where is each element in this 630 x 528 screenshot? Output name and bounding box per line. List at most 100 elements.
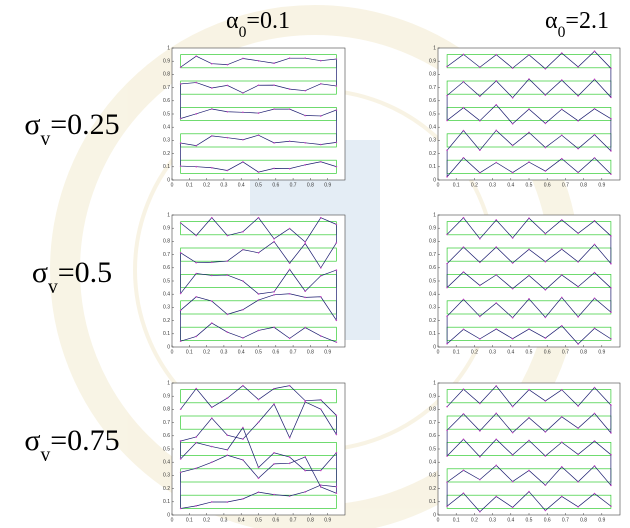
trajectory-point [610,338,612,340]
trajectory-point [528,108,530,110]
trajectory-point [594,50,596,52]
y-tick-label: 0.9 [163,394,170,400]
trajectory-point [495,328,497,330]
x-tick-label: 0.3 [489,182,496,188]
trajectory-point [495,130,497,132]
x-tick-label: 0.3 [489,349,496,355]
x-tick-label: 0.1 [453,182,460,188]
trajectory-point [512,237,514,239]
trajectory-point [227,397,229,399]
trajectory-point [304,327,306,329]
trajectory-point [446,66,448,68]
trajectory-point [320,83,322,85]
trajectory-point [495,465,497,467]
y-tick-label: 0.7 [163,252,170,258]
trajectory-point [242,438,244,440]
symbol: σ [32,256,48,289]
subscript: 0 [558,24,566,41]
trajectory-point [545,147,547,149]
trajectory-point [211,63,213,65]
y-tick-label: 0.1 [163,499,170,505]
trajectory-point [463,246,465,248]
trajectory-point [195,166,197,168]
trajectory-point [463,492,465,494]
trajectory-point [289,140,291,142]
y-tick-label: 0 [433,512,436,518]
trajectory-point [594,272,596,274]
trajectory-point [446,234,448,236]
trajectory-point [528,78,530,80]
trajectory-point [180,222,182,224]
trajectory-point [561,158,563,160]
trajectory-point [577,427,579,429]
trajectory-point [577,232,579,234]
trajectory-point [211,275,213,277]
trajectory-point [289,338,291,340]
trajectory-point [211,261,213,263]
trajectory-point [211,217,213,219]
trajectory-point [336,85,338,87]
trajectory-point [594,108,596,110]
y-tick-label: 0.8 [429,239,436,245]
trajectory-point [273,388,275,390]
trajectory-point [320,115,322,117]
trajectory-point [289,385,291,387]
x-tick-label: 0.4 [507,349,514,355]
trajectory-point [479,338,481,340]
trajectory-point [227,111,229,113]
trajectory-point [258,134,260,136]
trajectory-point [180,340,182,342]
y-tick-label: 0.3 [429,473,436,479]
trajectory-point [304,243,306,245]
x-tick-label: 0.8 [307,517,314,523]
trajectory-point [594,79,596,81]
trajectory-point [594,440,596,442]
trajectory-point [242,459,244,461]
x-tick-label: 0.3 [220,182,227,188]
x-tick-label: 0.9 [598,517,605,523]
y-tick-label: 0.2 [429,151,436,157]
x-tick-label: 0.9 [598,349,605,355]
x-tick-label: 0.1 [186,349,193,355]
trajectory-point [446,263,448,265]
trajectory-point [336,224,338,226]
symbol: σ [24,424,40,457]
trajectory-point [227,170,229,172]
trajectory-point [463,81,465,83]
x-tick-label: 0.1 [186,182,193,188]
y-tick-label: 0 [433,177,436,183]
trajectory-point [594,134,596,136]
trajectory-point [273,326,275,328]
y-tick-label: 0.2 [429,318,436,324]
trajectory-point [512,338,514,340]
trajectory-point [610,68,612,70]
trajectory-point [273,294,275,296]
trajectory-point [610,118,612,120]
y-tick-label: 0.2 [163,151,170,157]
x-tick-label: 0 [437,517,440,523]
trajectory-point [528,440,530,442]
trajectory-point [304,241,306,243]
trajectory-point [594,220,596,222]
trajectory-point [561,108,563,110]
figure: α0=0.1α0=2.1σv=0.25σv=0.5σv=0.7500.10.20… [0,0,630,528]
symbol: α [545,8,558,34]
x-tick-label: 0.5 [526,349,533,355]
trajectory-point [336,486,338,488]
x-tick-label: 0.9 [324,517,331,523]
trajectory-point [195,442,197,444]
x-tick-label: 0.5 [526,517,533,523]
trajectory-point [336,269,338,271]
trajectory-point [180,408,182,410]
x-tick-label: 0.7 [562,349,569,355]
trajectory-point [610,404,612,406]
y-tick-label: 0.6 [429,433,436,439]
trajectory-point [211,300,213,302]
trajectory-point [479,66,481,68]
trajectory-point [463,271,465,273]
trajectory-point [180,293,182,295]
x-tick-label: 0.5 [526,182,533,188]
trajectory-point [479,262,481,264]
trajectory-point [495,385,497,387]
trajectory-point [258,293,260,295]
